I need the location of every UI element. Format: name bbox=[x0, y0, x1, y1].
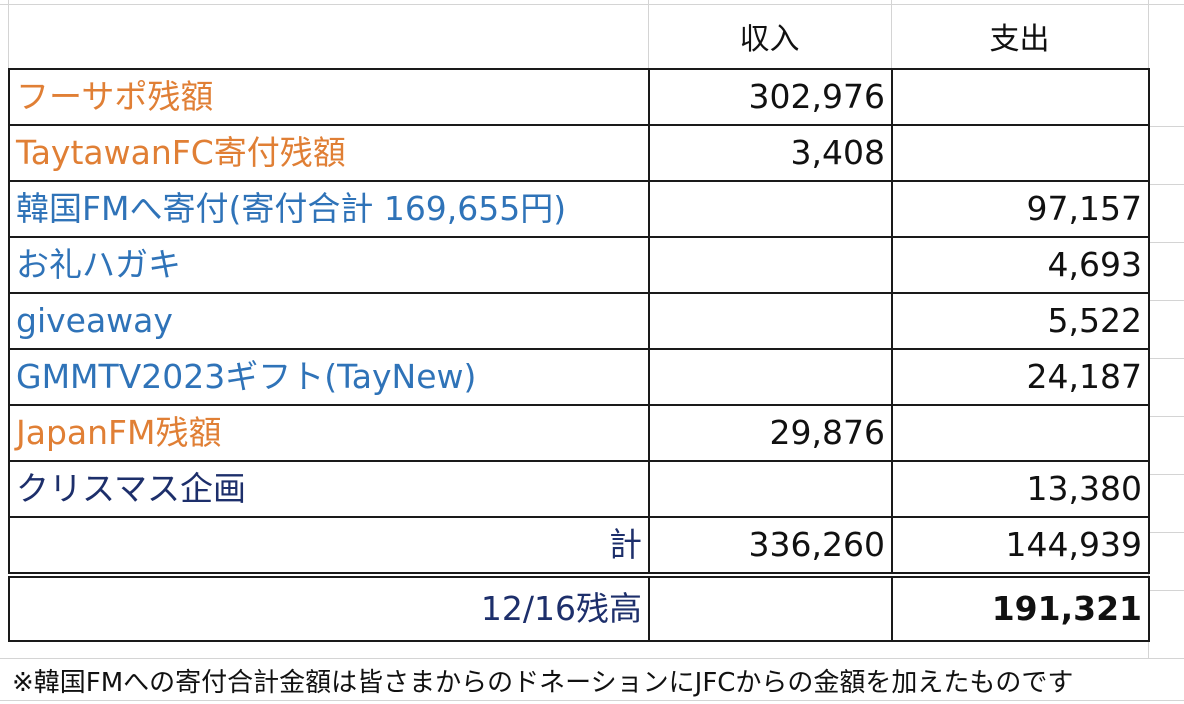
income-cell[interactable]: 302,976 bbox=[648, 68, 893, 126]
row-label[interactable]: クリスマス企画 bbox=[8, 460, 650, 518]
row-label[interactable]: フーサポ残額 bbox=[8, 68, 650, 126]
income-cell[interactable] bbox=[648, 460, 893, 518]
balance-empty-cell[interactable] bbox=[648, 574, 893, 642]
expense-cell[interactable]: 4,693 bbox=[891, 236, 1150, 294]
expense-cell[interactable] bbox=[891, 124, 1150, 182]
balance-label[interactable]: 12/16残高 bbox=[8, 574, 650, 642]
total-label[interactable]: 計 bbox=[8, 516, 650, 578]
row-label[interactable]: GMMTV2023ギフト(TayNew) bbox=[8, 348, 650, 406]
income-cell[interactable] bbox=[648, 292, 893, 350]
row-label[interactable]: 韓国FMへ寄付(寄付合計 169,655円) bbox=[8, 180, 650, 238]
balance-value-cell[interactable]: 191,321 bbox=[891, 574, 1150, 642]
income-cell[interactable] bbox=[648, 236, 893, 294]
balance-row: 12/16残高 191,321 bbox=[8, 574, 1150, 642]
total-income-cell[interactable]: 336,260 bbox=[648, 516, 893, 578]
expense-cell[interactable]: 5,522 bbox=[891, 292, 1150, 350]
income-cell[interactable]: 3,408 bbox=[648, 124, 893, 182]
table-row: クリスマス企画 13,380 bbox=[8, 460, 1150, 518]
income-cell[interactable]: 29,876 bbox=[648, 404, 893, 462]
table-row: GMMTV2023ギフト(TayNew) 24,187 bbox=[8, 348, 1150, 406]
row-label[interactable]: TaytawanFC寄付残額 bbox=[8, 124, 650, 182]
row-label[interactable]: giveaway bbox=[8, 292, 650, 350]
expense-cell[interactable]: 13,380 bbox=[891, 460, 1150, 518]
ledger-table: フーサポ残額 302,976 TaytawanFC寄付残額 3,408 韓国FM… bbox=[8, 68, 1150, 642]
income-cell[interactable] bbox=[648, 180, 893, 238]
total-expense-cell[interactable]: 144,939 bbox=[891, 516, 1150, 578]
income-header: 収入 bbox=[739, 22, 800, 57]
table-row: JapanFM残額 29,876 bbox=[8, 404, 1150, 462]
table-row: 韓国FMへ寄付(寄付合計 169,655円) 97,157 bbox=[8, 180, 1150, 238]
footnote: ※韓国FMへの寄付合計金額は皆さまからのドネーションにJFCからの金額を加えたも… bbox=[12, 668, 1074, 698]
total-row: 計 336,260 144,939 bbox=[8, 516, 1150, 578]
income-cell[interactable] bbox=[648, 348, 893, 406]
expense-cell[interactable]: 24,187 bbox=[891, 348, 1150, 406]
table-row: giveaway 5,522 bbox=[8, 292, 1150, 350]
expense-cell[interactable] bbox=[891, 68, 1150, 126]
row-label[interactable]: JapanFM残額 bbox=[8, 404, 650, 462]
table-row: TaytawanFC寄付残額 3,408 bbox=[8, 124, 1150, 182]
table-row: フーサポ残額 302,976 bbox=[8, 68, 1150, 126]
table-row: お礼ハガキ 4,693 bbox=[8, 236, 1150, 294]
expense-header: 支出 bbox=[989, 22, 1050, 57]
expense-cell[interactable] bbox=[891, 404, 1150, 462]
row-label[interactable]: お礼ハガキ bbox=[8, 236, 650, 294]
expense-cell[interactable]: 97,157 bbox=[891, 180, 1150, 238]
